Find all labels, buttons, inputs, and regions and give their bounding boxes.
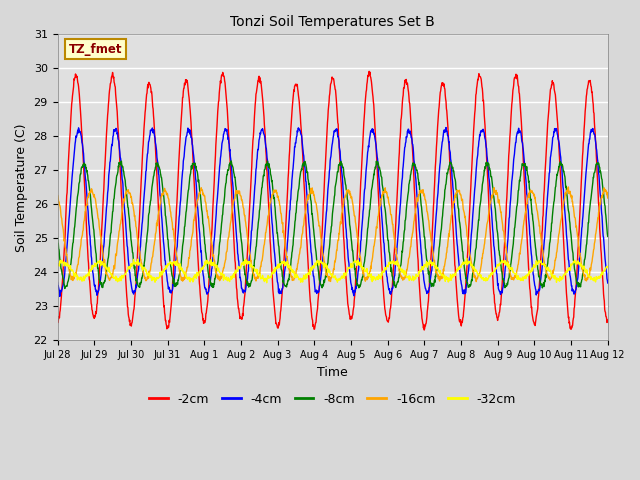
-8cm	[177, 264, 184, 270]
-32cm	[604, 264, 612, 270]
-32cm	[54, 261, 61, 267]
-4cm	[604, 280, 612, 286]
Legend: -2cm, -4cm, -8cm, -16cm, -32cm: -2cm, -4cm, -8cm, -16cm, -32cm	[144, 388, 521, 411]
-8cm	[491, 201, 499, 206]
-2cm	[163, 323, 170, 328]
Line: -16cm: -16cm	[58, 187, 608, 282]
-8cm	[238, 246, 246, 252]
-16cm	[54, 192, 61, 198]
-4cm	[177, 200, 184, 206]
Title: Tonzi Soil Temperatures Set B: Tonzi Soil Temperatures Set B	[230, 15, 435, 29]
Line: -8cm: -8cm	[58, 161, 608, 288]
-32cm	[263, 280, 271, 286]
-32cm	[237, 261, 245, 266]
-16cm	[539, 247, 547, 253]
-4cm	[56, 294, 63, 300]
-8cm	[604, 234, 612, 240]
-2cm	[365, 69, 373, 74]
-32cm	[540, 262, 547, 268]
Line: -32cm: -32cm	[58, 258, 608, 283]
-2cm	[540, 212, 547, 218]
-32cm	[491, 269, 499, 275]
Text: TZ_fmet: TZ_fmet	[68, 43, 122, 56]
Line: -4cm: -4cm	[58, 128, 608, 297]
-4cm	[238, 285, 246, 291]
-32cm	[163, 265, 170, 271]
-8cm	[227, 158, 235, 164]
-8cm	[419, 215, 426, 221]
-2cm	[420, 327, 428, 333]
-2cm	[237, 315, 245, 321]
-8cm	[54, 234, 61, 240]
-4cm	[540, 253, 547, 259]
-2cm	[491, 300, 499, 306]
-4cm	[163, 274, 171, 280]
-4cm	[54, 280, 61, 286]
-16cm	[418, 187, 426, 193]
-4cm	[442, 125, 450, 131]
-16cm	[176, 270, 184, 276]
-32cm	[176, 261, 184, 266]
-16cm	[472, 279, 480, 285]
-8cm	[163, 225, 171, 230]
X-axis label: Time: Time	[317, 366, 348, 379]
-8cm	[61, 286, 68, 291]
-4cm	[491, 249, 499, 254]
-16cm	[604, 195, 612, 201]
-8cm	[540, 283, 547, 288]
-32cm	[463, 255, 470, 261]
-2cm	[604, 317, 612, 323]
-16cm	[490, 185, 498, 191]
-2cm	[176, 139, 184, 145]
-16cm	[237, 197, 245, 203]
-4cm	[419, 263, 426, 269]
Y-axis label: Soil Temperature (C): Soil Temperature (C)	[15, 123, 28, 252]
-2cm	[54, 318, 61, 324]
-2cm	[419, 317, 426, 323]
-16cm	[163, 192, 170, 197]
-32cm	[419, 264, 426, 270]
-16cm	[564, 184, 572, 190]
Line: -2cm: -2cm	[58, 72, 608, 330]
